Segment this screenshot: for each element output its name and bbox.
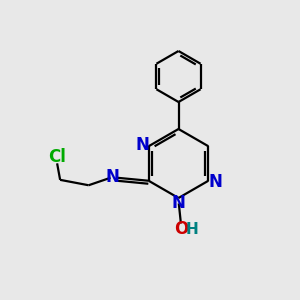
Text: N: N [172, 194, 185, 212]
Text: N: N [135, 136, 149, 155]
Text: H: H [186, 222, 199, 237]
Text: O: O [174, 220, 188, 238]
Text: Cl: Cl [48, 148, 66, 166]
Text: N: N [106, 168, 120, 186]
Text: N: N [208, 173, 222, 191]
